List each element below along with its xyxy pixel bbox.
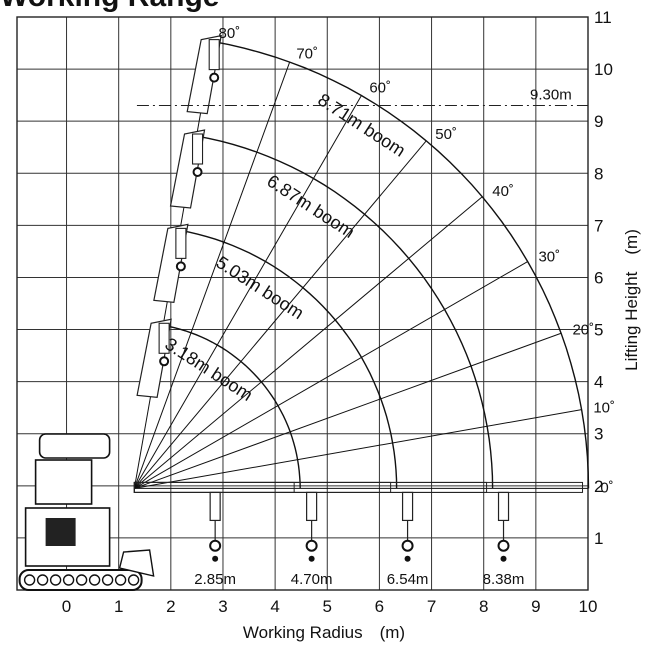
y-axis-title: Lifting Height (m)	[622, 229, 641, 371]
boom-horizontal	[133, 481, 488, 493]
operator-cab	[34, 459, 93, 505]
hook-block	[209, 491, 221, 522]
x-tick-label: 3	[218, 597, 227, 616]
track-roller-icon	[75, 574, 88, 586]
boom-raised	[136, 318, 172, 398]
plot-frame	[16, 16, 589, 591]
hook-icon	[192, 166, 203, 177]
hook-icon	[159, 356, 170, 367]
angle-label: 60˚	[369, 80, 391, 97]
boom-head	[191, 133, 204, 165]
x-axis-title: Working Radius (m)	[243, 623, 405, 642]
x-tick-label: 6	[375, 597, 384, 616]
grid	[16, 16, 589, 591]
radius-label: 4.70m	[291, 571, 333, 588]
track-roller-icon	[23, 574, 36, 586]
track-roller-icon	[88, 574, 101, 586]
x-tick-label: 9	[531, 597, 540, 616]
angle-label: 0˚	[600, 479, 613, 496]
boom-head	[175, 227, 187, 259]
angle-ray	[133, 140, 427, 489]
crane-silhouette	[18, 34, 584, 591]
angle-label: 30˚	[538, 249, 560, 266]
axis-ticks: 0 1 2 3 4 5 6 7 8 9 10 1 2 3 4 5 6 7 8 9 10 11	[62, 8, 613, 616]
hook-icon	[175, 261, 186, 272]
boom-head	[158, 322, 170, 354]
boom-label: 6.87m boom	[263, 171, 358, 242]
y-tick-label: 6	[594, 268, 603, 287]
y-tick-label: 10	[594, 60, 613, 79]
y-tick-label: 5	[594, 321, 603, 340]
boom-label: 5.03m boom	[213, 252, 308, 323]
x-tick-label: 10	[579, 597, 598, 616]
hook-icon	[209, 72, 220, 83]
angle-label: 40˚	[492, 183, 514, 200]
hook-tip-icon	[404, 555, 411, 562]
radius-label: 2.85m	[194, 571, 236, 588]
x-tick-label: 7	[427, 597, 436, 616]
boom-horizontal	[133, 481, 392, 493]
track-roller-icon	[49, 574, 62, 586]
engine-grille	[45, 518, 76, 546]
y-tick-label: 9	[594, 112, 603, 131]
angle-ray	[133, 95, 362, 489]
hook-icon	[305, 539, 318, 552]
angle-label: 50˚	[435, 126, 457, 143]
boom-head	[208, 39, 220, 71]
angle-ray	[134, 409, 582, 489]
angle-ray	[134, 196, 483, 489]
track-roller-icon	[127, 574, 140, 586]
boom-arc	[213, 40, 590, 489]
track-roller-icon	[114, 574, 127, 586]
angle-label: 10˚	[593, 399, 615, 416]
chart-labels: 0˚ 10˚ 20˚ 30˚ 40˚ 50˚ 60˚ 70˚ 80˚ 3.18m boom 5.03…	[136, 25, 615, 588]
boom-label: 3.18m boom	[161, 334, 256, 405]
hook-icon	[497, 539, 510, 552]
boom-label: 8.71m boom	[314, 89, 409, 160]
boom-horizontal	[133, 481, 584, 493]
angle-ray	[134, 332, 562, 489]
hook-block	[401, 491, 414, 522]
turret	[38, 433, 111, 459]
track-roller-icon	[62, 574, 75, 586]
angle-ray	[134, 261, 528, 489]
angle-ray	[133, 61, 291, 489]
track-roller-icon	[101, 574, 114, 586]
boom-raised	[186, 34, 222, 115]
y-tick-label: 8	[594, 164, 603, 183]
boom-raised	[169, 129, 206, 209]
track-roller-icon	[36, 574, 49, 586]
x-tick-label: 2	[166, 597, 175, 616]
radius-label: 8.38m	[483, 571, 525, 588]
hook-icon	[209, 539, 222, 552]
angle-label: 80˚	[219, 25, 241, 42]
hook-tip-icon	[308, 555, 315, 562]
diagram-title: Working Range	[0, 0, 219, 14]
x-tick-label: 5	[323, 597, 332, 616]
y-tick-label: 7	[594, 216, 603, 235]
radius-label: 6.54m	[387, 571, 429, 588]
y-tick-label: 3	[594, 425, 603, 444]
y-tick-label: 2	[594, 477, 603, 496]
x-tick-label: 4	[270, 597, 279, 616]
hook-tip-icon	[212, 555, 219, 562]
y-tick-label: 11	[594, 8, 612, 27]
angle-rays	[133, 41, 589, 489]
hook-tip-icon	[500, 555, 507, 562]
boom-raised	[153, 223, 189, 304]
x-tick-label: 1	[114, 597, 123, 616]
x-tick-label: 8	[479, 597, 488, 616]
hook-block	[306, 491, 318, 522]
hook-icon	[401, 539, 414, 552]
angle-label: 20˚	[572, 322, 594, 339]
x-tick-label: 0	[62, 597, 71, 616]
max-height-label: 9.30m	[530, 87, 572, 104]
y-tick-label: 4	[594, 373, 603, 392]
angle-label: 70˚	[296, 46, 318, 63]
outrigger-blade	[118, 549, 155, 577]
y-tick-label: 1	[594, 529, 603, 548]
hook-block	[497, 491, 510, 522]
